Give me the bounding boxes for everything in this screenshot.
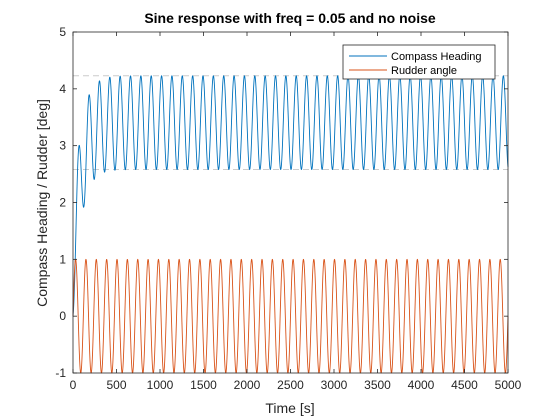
y-tick-label: 4 [59,82,66,96]
x-tick-label: 4500 [451,378,478,392]
y-tick-label: 1 [59,252,66,266]
series-line-rudder-angle [72,258,509,374]
legend-box [342,44,496,80]
x-tick-label: 500 [106,378,126,392]
series-line-compass-heading [72,75,509,317]
legend: Compass Heading Rudder angle [342,44,496,80]
y-tick-label: 5 [59,25,66,39]
ticks: 0 500 1000 1500 2000 2500 3000 3500 4000 4500 5000… [55,25,521,392]
chart-title: Sine response with freq = 0.05 and no no… [144,10,436,26]
y-tick-label: 3 [59,139,66,153]
x-tick-label: 3500 [364,378,391,392]
x-tick-label: 5000 [495,378,522,392]
y-axis-label: Compass Heading / Rudder [deg] [34,99,50,307]
y-tick-label: 2 [59,196,66,210]
legend-label-rudder-angle: Rudder angle [391,65,457,77]
y-tick-label: -1 [55,366,66,380]
x-tick-label: 1000 [147,378,174,392]
x-axis-label: Time [s] [265,400,314,416]
x-tick-label: 3000 [321,378,348,392]
x-tick-label: 1500 [190,378,217,392]
x-tick-label: 2500 [277,378,304,392]
x-tick-label: 2000 [234,378,261,392]
x-tick-label: 0 [70,378,77,392]
x-tick-label: 4000 [408,378,435,392]
legend-label-compass-heading: Compass Heading [391,51,482,63]
series-layer [72,75,509,374]
y-tick-label: 0 [59,309,66,323]
